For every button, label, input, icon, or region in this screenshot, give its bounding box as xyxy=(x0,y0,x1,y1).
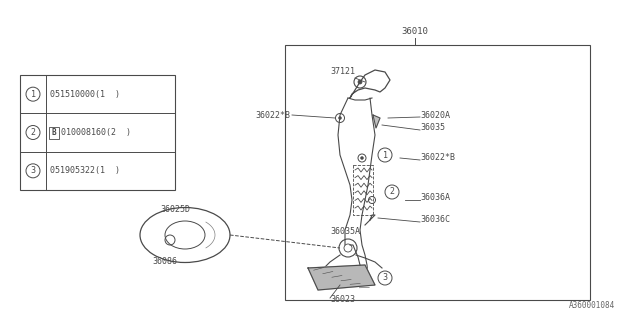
Text: 2: 2 xyxy=(31,128,35,137)
Text: A360001084: A360001084 xyxy=(569,301,615,310)
Text: 2: 2 xyxy=(390,188,394,196)
Text: 36036A: 36036A xyxy=(420,194,450,203)
Text: 36036C: 36036C xyxy=(420,215,450,225)
Text: 37121: 37121 xyxy=(330,68,355,76)
Text: 051905322(1  ): 051905322(1 ) xyxy=(50,166,120,175)
Circle shape xyxy=(339,116,342,119)
Text: 3: 3 xyxy=(31,166,35,175)
Text: 36025D: 36025D xyxy=(160,205,190,214)
Text: 36035: 36035 xyxy=(420,124,445,132)
Text: 010008160(2  ): 010008160(2 ) xyxy=(61,128,131,137)
Bar xyxy=(49,126,59,139)
Polygon shape xyxy=(308,265,375,290)
Text: 36022*B: 36022*B xyxy=(420,154,455,163)
Bar xyxy=(285,45,590,300)
Circle shape xyxy=(358,80,362,84)
Text: 36035A: 36035A xyxy=(330,228,360,236)
Polygon shape xyxy=(373,115,380,128)
Text: 36022*B: 36022*B xyxy=(255,110,290,119)
Bar xyxy=(353,165,373,215)
Circle shape xyxy=(360,156,364,159)
Bar xyxy=(20,75,175,190)
Text: 36010: 36010 xyxy=(401,27,428,36)
Text: 051510000(1  ): 051510000(1 ) xyxy=(50,90,120,99)
Text: 36023: 36023 xyxy=(330,295,355,305)
Text: 3: 3 xyxy=(383,274,387,283)
Text: 1: 1 xyxy=(31,90,35,99)
Text: 36020A: 36020A xyxy=(420,110,450,119)
Text: B: B xyxy=(52,128,56,137)
Text: 36086: 36086 xyxy=(152,258,177,267)
Text: 1: 1 xyxy=(383,150,387,159)
